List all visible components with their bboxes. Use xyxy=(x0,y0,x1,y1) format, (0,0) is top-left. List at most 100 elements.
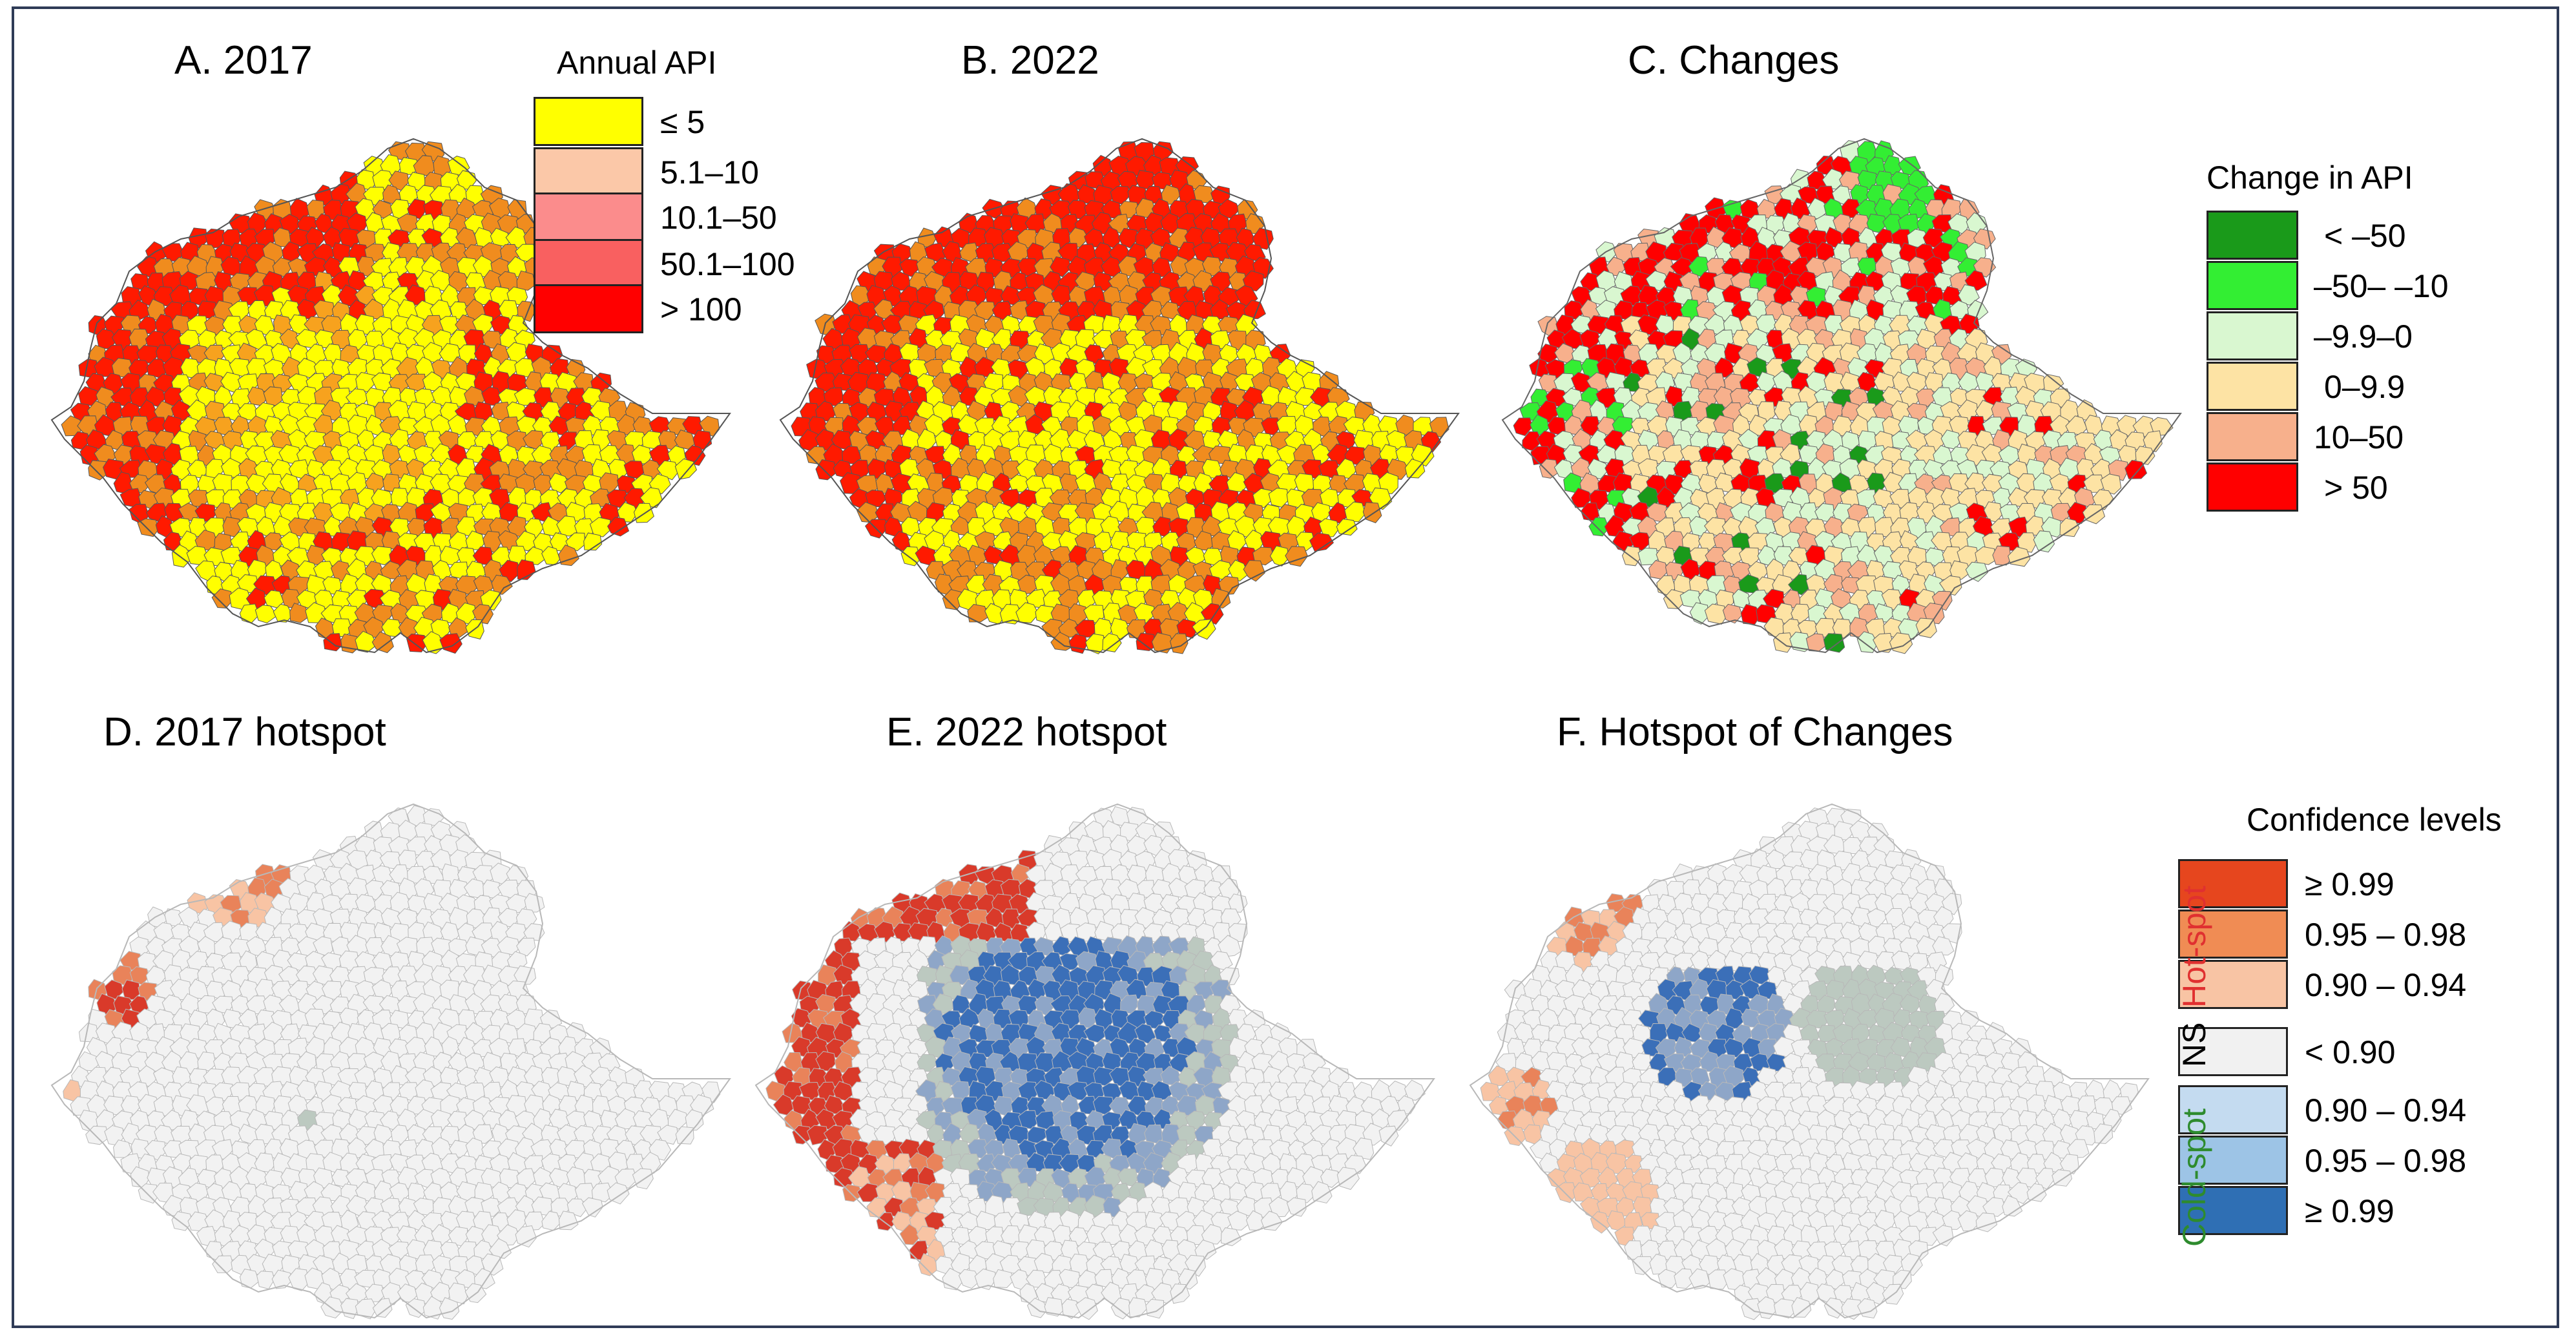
district-polygon xyxy=(320,399,344,421)
district-polygon xyxy=(1932,936,1955,956)
district-polygon xyxy=(899,258,920,277)
district-polygon xyxy=(1184,1023,1207,1044)
legend-change-label: > 50 xyxy=(2324,470,2388,506)
district-polygon xyxy=(675,1126,694,1145)
district-polygon xyxy=(1739,373,1761,393)
district-polygon xyxy=(1657,951,1677,971)
district-polygon xyxy=(94,414,118,436)
map-c-changes xyxy=(1501,138,2182,654)
district-polygon xyxy=(1645,270,1670,291)
district-polygons xyxy=(63,805,721,1320)
panel-title-a: A. 2017 xyxy=(174,38,313,83)
district-polygon xyxy=(1866,213,1889,233)
district-polygon xyxy=(949,964,971,986)
district-polygon xyxy=(548,472,570,494)
district-polygon xyxy=(1772,632,1794,653)
district-polygon xyxy=(1967,300,1989,320)
legend-confidence-title: Confidence levels xyxy=(2247,802,2502,838)
district-polygon xyxy=(1311,1181,1333,1204)
district-polygon xyxy=(1201,1223,1224,1245)
district-polygon xyxy=(1865,1082,1887,1101)
legend-api-swatch xyxy=(534,239,643,288)
district-polygon xyxy=(1916,388,1938,408)
district-polygon xyxy=(565,532,586,552)
district-polygon xyxy=(685,1109,704,1131)
district-polygon xyxy=(1145,1298,1165,1319)
district-polygon xyxy=(639,487,663,508)
map-a-2017-api xyxy=(50,138,731,654)
district-polygon xyxy=(472,604,494,625)
district-polygon xyxy=(1893,1008,1912,1029)
district-polygon xyxy=(815,459,838,481)
district-polygon xyxy=(1883,1254,1904,1274)
district-polygon xyxy=(1144,1239,1167,1260)
district-polygon xyxy=(1632,1256,1654,1275)
district-polygon xyxy=(657,1125,679,1145)
district-polygon xyxy=(1269,545,1290,567)
district-polygon xyxy=(1674,1268,1695,1289)
district-polygon xyxy=(1085,633,1106,654)
district-polygon xyxy=(2093,1123,2114,1145)
district-polygon xyxy=(1873,632,1895,653)
legend-change-swatch xyxy=(2207,311,2298,360)
district-polygon xyxy=(1791,1296,1812,1318)
district-polygon xyxy=(607,1182,630,1205)
district-polygon xyxy=(999,603,1023,625)
district-polygon xyxy=(448,1282,468,1305)
district-polygon xyxy=(2100,473,2122,495)
district-polygon xyxy=(1788,574,1809,596)
legend-api-swatch xyxy=(534,192,643,242)
district-polygon xyxy=(1800,1282,1820,1305)
district-polygon xyxy=(1218,576,1240,596)
district-polygon xyxy=(278,966,302,986)
district-polygon xyxy=(974,1268,996,1291)
district-polygon xyxy=(556,515,579,537)
district-polygon xyxy=(1260,1211,1283,1231)
district-polygon xyxy=(371,258,394,277)
legend-api-swatch xyxy=(534,284,643,333)
district-polygon xyxy=(212,1255,234,1273)
district-polygon xyxy=(340,1298,359,1319)
district-polygon xyxy=(1688,1268,1710,1290)
district-polygon xyxy=(1169,633,1189,654)
district-polygon xyxy=(491,574,513,595)
country-outline xyxy=(50,138,731,654)
district-polygon xyxy=(1227,1211,1249,1231)
district-polygon xyxy=(833,1081,857,1101)
district-polygon xyxy=(1949,560,1971,580)
district-polygon xyxy=(439,633,462,654)
district-polygon xyxy=(607,517,630,537)
district-polygon xyxy=(792,1125,813,1145)
district-polygon xyxy=(1555,1182,1577,1203)
district-polygon xyxy=(1344,501,1366,523)
district-polygon xyxy=(1034,1253,1055,1274)
district-polygon xyxy=(1110,618,1131,640)
legend-api-label: ≤ 5 xyxy=(660,104,705,140)
district-polygon xyxy=(583,532,603,551)
district-polygon xyxy=(2067,1139,2090,1158)
district-polygon xyxy=(1118,227,1138,249)
district-polygon xyxy=(2135,446,2155,465)
district-polygon xyxy=(967,603,989,623)
legend-api-swatch xyxy=(534,97,643,146)
panel-title-f: F. Hotspot of Changes xyxy=(1557,710,1953,754)
district-polygon xyxy=(1378,1125,1399,1147)
district-polygon xyxy=(1220,1227,1242,1247)
country-outline xyxy=(1469,803,2150,1319)
district-polygon xyxy=(1101,1224,1123,1245)
district-polygon xyxy=(958,1269,981,1289)
district-polygon xyxy=(1242,270,1264,292)
district-polygon xyxy=(388,1241,411,1260)
district-polygon xyxy=(1296,532,1316,552)
district-polygon xyxy=(881,314,903,335)
district-polygon xyxy=(1704,603,1727,625)
district-polygon xyxy=(448,617,470,638)
district-polygon xyxy=(1378,472,1398,494)
district-polygon xyxy=(320,1296,345,1319)
district-polygon xyxy=(1856,631,1878,653)
map-b-2022-api xyxy=(779,138,1460,654)
district-polygon xyxy=(273,603,293,623)
district-polygon xyxy=(355,894,377,913)
district-polygon xyxy=(355,630,378,653)
district-polygon xyxy=(271,1269,294,1289)
